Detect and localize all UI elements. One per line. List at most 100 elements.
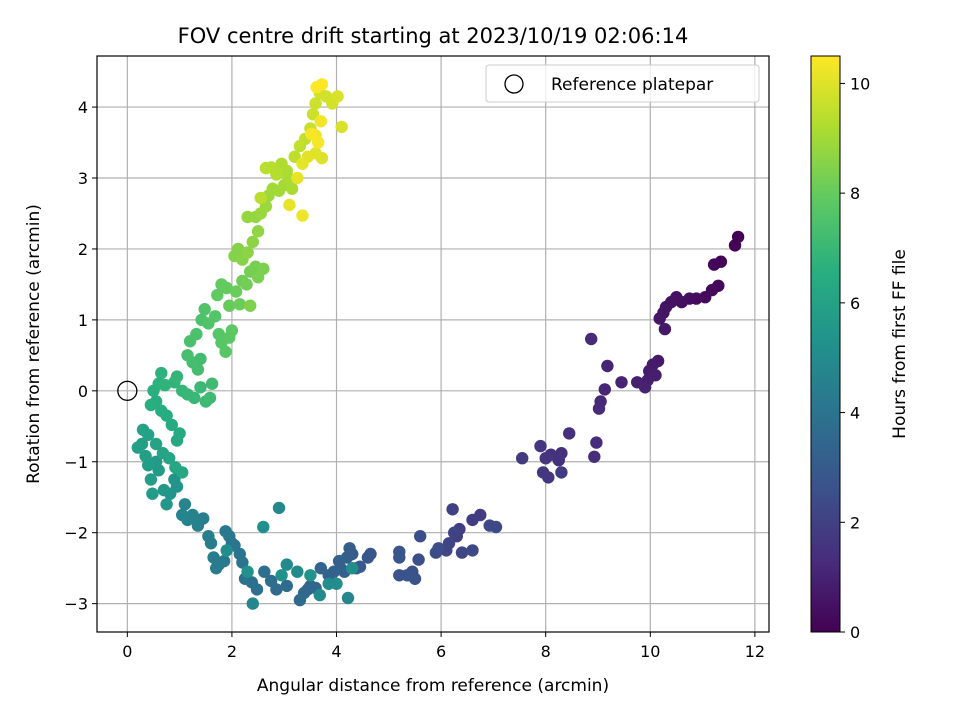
- x-tick-label: 10: [640, 642, 660, 661]
- data-point: [257, 262, 270, 275]
- y-tick-label: 2: [78, 240, 88, 259]
- data-point: [264, 574, 278, 588]
- data-point: [658, 322, 672, 336]
- data-point: [158, 378, 172, 392]
- data-point: [728, 239, 742, 252]
- y-axis-ticks: −3 −2 −1 0 1 2 3 4: [64, 98, 97, 614]
- data-point: [144, 473, 158, 486]
- reference-marker-group: [117, 380, 138, 401]
- data-point: [305, 127, 318, 141]
- data-point: [188, 391, 201, 405]
- data-point: [448, 526, 461, 539]
- data-point: [241, 565, 254, 578]
- data-point: [275, 569, 288, 582]
- data-point: [489, 520, 503, 534]
- reference-platepar-marker: [117, 380, 138, 401]
- data-point: [534, 439, 547, 453]
- data-point: [615, 376, 628, 389]
- data-point: [280, 579, 293, 593]
- x-tick-label: 0: [122, 642, 132, 661]
- data-point: [393, 569, 406, 582]
- data-point: [322, 569, 335, 582]
- data-point: [157, 483, 171, 497]
- data-point: [160, 498, 173, 511]
- data-point: [155, 404, 168, 417]
- colorbar-tick-label: 2: [850, 513, 860, 532]
- plot-frame: [96, 55, 770, 633]
- data-point: [173, 427, 186, 440]
- data-point: [209, 310, 222, 323]
- data-point: [246, 235, 259, 249]
- data-point: [178, 498, 192, 511]
- data-point: [207, 551, 220, 564]
- data-point: [309, 97, 322, 110]
- data-point: [205, 377, 219, 390]
- data-point: [259, 161, 273, 175]
- data-point: [176, 466, 189, 479]
- data-point: [296, 157, 309, 170]
- data-point: [563, 427, 576, 440]
- data-point: [251, 225, 265, 238]
- data-point: [585, 332, 598, 346]
- data-point: [331, 90, 344, 103]
- data-point: [432, 542, 445, 555]
- data-point: [588, 450, 601, 463]
- data-point: [233, 298, 246, 311]
- colorbar-tick-label: 6: [850, 294, 860, 313]
- legend-box: [485, 64, 760, 103]
- data-point: [211, 288, 224, 302]
- colorbar-tick-label: 8: [850, 184, 860, 203]
- y-tick-label: −2: [64, 524, 88, 543]
- data-point: [314, 115, 327, 128]
- data-point: [361, 551, 375, 564]
- data-point: [291, 171, 304, 185]
- data-point: [258, 565, 271, 578]
- data-point: [285, 182, 299, 195]
- data-point: [412, 553, 425, 566]
- data-point: [335, 120, 348, 134]
- chart-title: FOV centre drift starting at 2023/10/19 …: [178, 24, 689, 48]
- data-point: [198, 303, 211, 316]
- data-point: [220, 281, 233, 295]
- data-point: [293, 593, 307, 607]
- data-point: [414, 530, 427, 543]
- data-point: [155, 366, 168, 380]
- data-point: [536, 466, 550, 479]
- data-point: [257, 520, 270, 534]
- y-tick-label: 3: [78, 169, 88, 188]
- data-point: [653, 312, 666, 325]
- data-point: [241, 210, 254, 224]
- data-point: [346, 562, 359, 575]
- data-point: [210, 562, 223, 575]
- y-tick-label: 1: [78, 311, 88, 330]
- data-point: [592, 402, 606, 415]
- y-tick-label: −1: [64, 453, 88, 472]
- data-point: [163, 452, 176, 465]
- data-point: [341, 591, 355, 605]
- colorbar-tick-label: 10: [850, 74, 870, 93]
- data-point: [176, 508, 189, 522]
- data-point: [466, 544, 479, 557]
- data-point: [516, 452, 529, 465]
- data-point: [146, 487, 159, 500]
- data-point: [170, 370, 184, 383]
- y-axis-label: Rotation from reference (arcmin): [24, 204, 44, 484]
- data-point: [131, 441, 144, 454]
- data-point: [244, 299, 257, 312]
- x-tick-label: 8: [541, 642, 551, 661]
- data-point: [219, 525, 232, 538]
- y-tick-label: 0: [78, 382, 88, 401]
- data-point: [240, 278, 253, 291]
- data-point: [181, 349, 194, 362]
- data-point: [223, 299, 236, 312]
- data-point: [296, 209, 309, 222]
- data-point: [446, 503, 459, 516]
- data-point: [246, 597, 259, 610]
- data-point: [638, 381, 652, 394]
- legend-entry-reference: Reference platepar: [551, 75, 713, 95]
- data-point: [312, 136, 325, 149]
- data-point: [315, 78, 329, 91]
- data-point: [232, 242, 245, 256]
- data-point: [283, 198, 296, 212]
